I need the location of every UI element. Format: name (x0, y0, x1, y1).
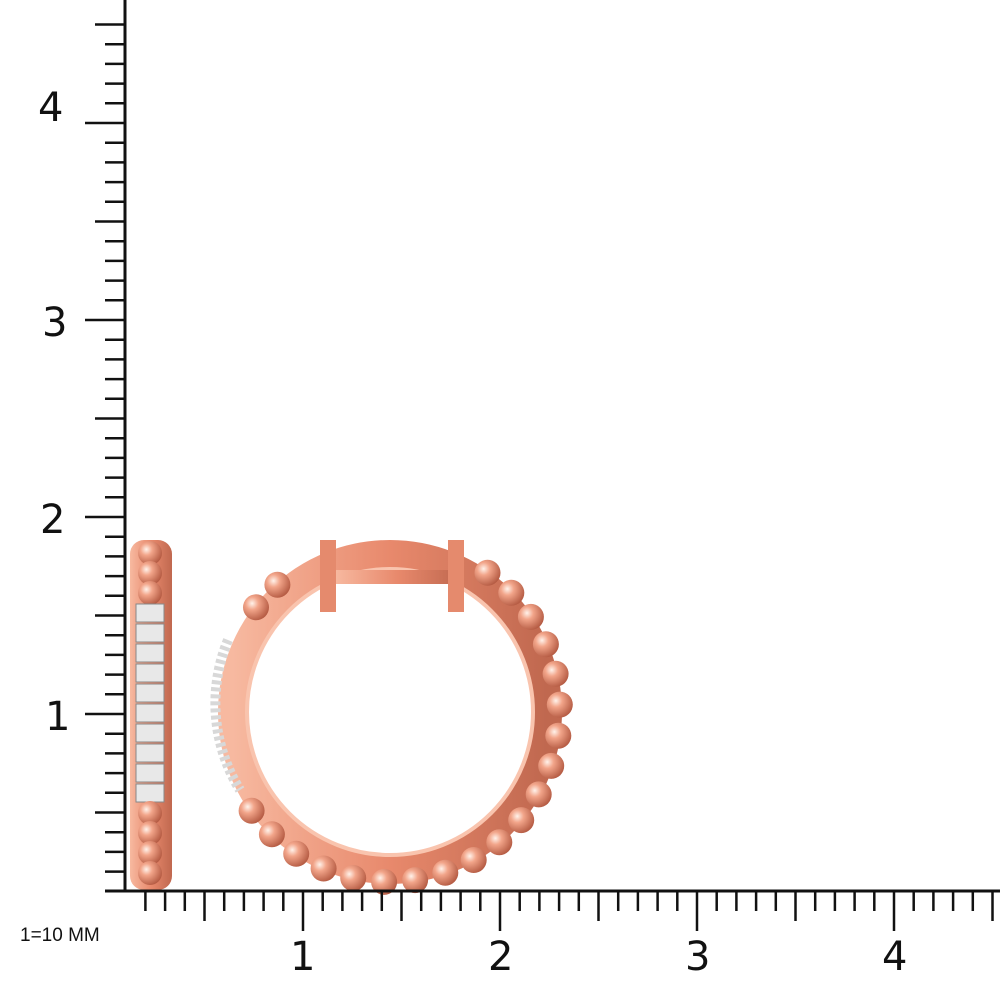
bead (138, 821, 162, 845)
bead (238, 797, 265, 824)
bead (517, 603, 544, 630)
bead (310, 855, 337, 882)
bead (138, 841, 162, 865)
bead (138, 581, 162, 605)
x-tick-label-3: 3 (685, 934, 711, 980)
bead (508, 807, 535, 834)
bead (402, 867, 429, 894)
bead (486, 829, 513, 856)
y-tick-label-2: 2 (40, 497, 66, 543)
bead (283, 840, 310, 867)
diamond (135, 723, 165, 743)
bead (138, 561, 162, 585)
y-tick-label-1: 1 (45, 694, 71, 740)
hinge-post-left (320, 540, 336, 612)
diamond (135, 623, 165, 643)
x-tick-label-4: 4 (882, 934, 908, 980)
diamond-row (210, 638, 245, 793)
diamond (135, 703, 165, 723)
diamond (135, 783, 165, 803)
hoop-band (218, 540, 562, 884)
bead (542, 660, 569, 687)
bead (538, 752, 565, 779)
hinge-bar (335, 570, 460, 584)
earring-side-view (130, 540, 172, 890)
x-tick-label-1: 1 (290, 934, 316, 980)
bead (546, 691, 573, 718)
bead (432, 859, 459, 886)
diamond (135, 743, 165, 763)
diamond (135, 683, 165, 703)
bead (498, 579, 525, 606)
diamond (135, 603, 165, 623)
y-tick-label-3: 3 (42, 300, 68, 346)
diamond (135, 763, 165, 783)
bead (243, 594, 269, 621)
bead (138, 541, 162, 565)
bead (138, 861, 162, 885)
bead (371, 868, 398, 895)
bead (545, 722, 572, 749)
ruler-axes (85, 0, 1000, 931)
hoop-inner-edge (245, 567, 535, 857)
bead (258, 821, 285, 848)
diamond (135, 643, 165, 663)
bead (340, 865, 367, 891)
bead (138, 801, 162, 825)
earring-front-view (210, 540, 573, 895)
hinge-post-right (448, 540, 464, 612)
bead (532, 631, 559, 658)
bead (474, 559, 501, 586)
bead (264, 571, 291, 598)
y-tick-label-4: 4 (38, 85, 64, 131)
diamond (135, 663, 165, 683)
x-tick-label-2: 2 (488, 934, 514, 980)
scale-note: 1=10 MM (20, 925, 100, 946)
bead (460, 847, 487, 873)
bead (525, 781, 552, 808)
